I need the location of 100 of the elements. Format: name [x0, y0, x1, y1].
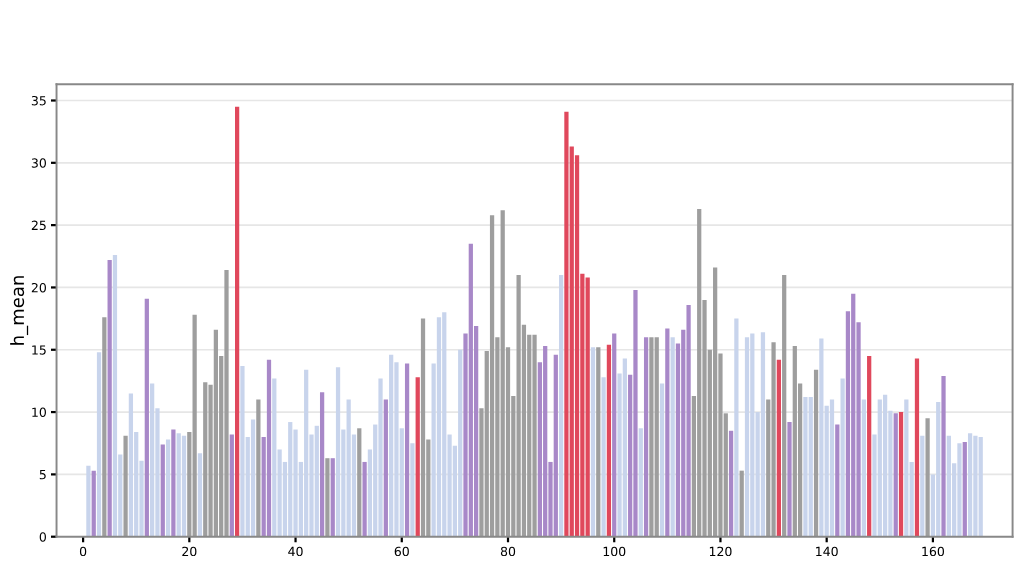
- bar: [776, 359, 782, 537]
- bar: [102, 317, 107, 537]
- bar: [250, 419, 256, 537]
- bar: [357, 428, 362, 537]
- bar: [771, 342, 776, 537]
- bar: [293, 429, 298, 537]
- bar: [288, 422, 293, 537]
- bar: [728, 430, 734, 537]
- bar: [654, 337, 659, 537]
- bar: [851, 293, 856, 537]
- bar: [256, 399, 261, 537]
- bar: [171, 429, 176, 537]
- bar: [500, 210, 505, 537]
- bar: [760, 332, 766, 537]
- bar: [898, 412, 904, 537]
- bar: [867, 356, 872, 537]
- bar: [914, 358, 920, 537]
- bar: [123, 435, 128, 537]
- bar: [516, 274, 521, 537]
- bar: [107, 260, 112, 537]
- bar: [144, 298, 149, 537]
- bar: [739, 470, 744, 537]
- bar: [128, 393, 134, 537]
- bar: [383, 399, 388, 537]
- bar: [346, 399, 351, 537]
- bar: [967, 433, 973, 537]
- bar: [978, 437, 983, 537]
- bar: [389, 354, 394, 537]
- bar: [404, 363, 410, 537]
- bar: [314, 425, 319, 537]
- bar: [330, 458, 335, 537]
- bar: [787, 422, 792, 537]
- bar: [319, 392, 325, 537]
- bar: [638, 428, 643, 537]
- bar: [941, 375, 946, 537]
- bar: [362, 461, 367, 537]
- bar: [574, 155, 580, 537]
- bar: [744, 337, 750, 537]
- bar: [266, 359, 272, 537]
- bar: [819, 338, 824, 537]
- bar: [596, 347, 601, 537]
- bar: [697, 208, 702, 537]
- bar: [272, 378, 277, 537]
- bar: [962, 441, 967, 537]
- bar: [882, 394, 888, 537]
- bar: [633, 289, 638, 537]
- bar: [840, 378, 845, 537]
- bar: [532, 334, 537, 537]
- bar: [670, 337, 675, 537]
- bar: [181, 435, 187, 537]
- bar: [378, 378, 383, 537]
- bar: [203, 382, 208, 537]
- bar: [553, 354, 558, 537]
- bar: [304, 369, 309, 537]
- bar: [713, 267, 718, 537]
- bar: [829, 399, 835, 537]
- bar: [686, 304, 691, 537]
- bar: [468, 243, 473, 537]
- bar: [442, 312, 447, 537]
- bar: [213, 329, 218, 537]
- bar: [165, 439, 171, 537]
- bar: [893, 413, 898, 537]
- bar: [904, 399, 909, 537]
- bar: [564, 111, 569, 537]
- bar: [410, 443, 415, 537]
- bar: [659, 383, 665, 537]
- bar: [936, 402, 941, 537]
- bar: [622, 358, 627, 537]
- bar: [86, 465, 91, 537]
- bar: [973, 435, 978, 537]
- bar: [112, 255, 118, 537]
- bar: [91, 470, 96, 537]
- bar: [543, 346, 548, 537]
- bar: [585, 277, 590, 537]
- bar: [489, 215, 495, 537]
- bar: [946, 435, 951, 537]
- bar: [235, 106, 240, 537]
- bar: [192, 314, 197, 537]
- bar: [325, 458, 330, 537]
- bar: [335, 367, 341, 537]
- bar: [436, 317, 442, 537]
- bar: [782, 274, 787, 537]
- bar: [649, 337, 654, 537]
- bar: [612, 333, 617, 537]
- bar: [415, 377, 420, 537]
- bar: [96, 352, 102, 537]
- bar: [197, 453, 203, 537]
- bar: [750, 333, 755, 537]
- bar: [920, 435, 925, 537]
- bar: [394, 362, 399, 537]
- bar: [160, 444, 165, 537]
- bar: [808, 397, 813, 537]
- bar: [240, 365, 245, 537]
- bar: [957, 443, 962, 537]
- bar: [606, 344, 612, 537]
- bar: [792, 346, 797, 537]
- bar: [925, 418, 930, 537]
- bar: [176, 433, 181, 537]
- bar: [558, 274, 564, 537]
- bar: [803, 397, 808, 537]
